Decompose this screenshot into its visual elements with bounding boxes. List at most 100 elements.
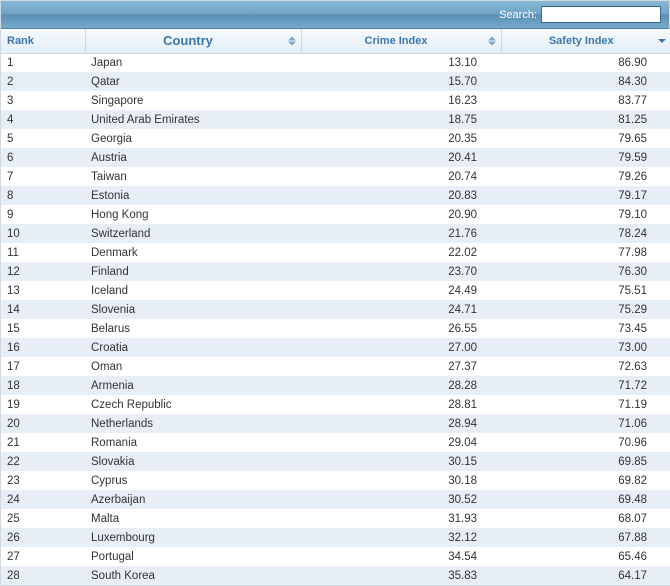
search-input[interactable] <box>541 6 661 23</box>
cell-rank: 3 <box>1 91 85 110</box>
search-label: Search: <box>499 9 537 21</box>
cell-country: Georgia <box>85 129 301 148</box>
table-row: 2Qatar15.7084.30 <box>1 72 670 91</box>
table-row: 25Malta31.9368.07 <box>1 509 670 528</box>
cell-crime: 20.90 <box>301 205 501 224</box>
cell-country: Austria <box>85 148 301 167</box>
table-row: 3Singapore16.2383.77 <box>1 91 670 110</box>
cell-crime: 27.37 <box>301 357 501 376</box>
cell-safety: 68.07 <box>501 509 670 528</box>
header-row: Rank Country Crime Index Safety Index <box>1 29 670 53</box>
cell-crime: 24.71 <box>301 300 501 319</box>
table-row: 28South Korea35.8364.17 <box>1 566 670 585</box>
cell-crime: 28.94 <box>301 414 501 433</box>
cell-safety: 78.24 <box>501 224 670 243</box>
cell-safety: 71.19 <box>501 395 670 414</box>
cell-country: Portugal <box>85 547 301 566</box>
cell-country: Cyprus <box>85 471 301 490</box>
table-row: 6Austria20.4179.59 <box>1 148 670 167</box>
cell-rank: 24 <box>1 490 85 509</box>
cell-country: Armenia <box>85 376 301 395</box>
table-body: 1Japan13.1086.902Qatar15.7084.303Singapo… <box>1 53 670 585</box>
cell-safety: 76.30 <box>501 262 670 281</box>
cell-crime: 22.02 <box>301 243 501 262</box>
cell-country: Romania <box>85 433 301 452</box>
cell-country: South Korea <box>85 566 301 585</box>
cell-crime: 32.12 <box>301 528 501 547</box>
cell-country: Slovenia <box>85 300 301 319</box>
cell-country: Hong Kong <box>85 205 301 224</box>
cell-rank: 15 <box>1 319 85 338</box>
col-header-crime[interactable]: Crime Index <box>301 29 501 53</box>
col-label: Country <box>163 33 213 48</box>
cell-crime: 26.55 <box>301 319 501 338</box>
cell-rank: 2 <box>1 72 85 91</box>
cell-safety: 81.25 <box>501 110 670 129</box>
cell-country: Iceland <box>85 281 301 300</box>
cell-country: Japan <box>85 53 301 72</box>
table-row: 24Azerbaijan30.5269.48 <box>1 490 670 509</box>
sort-both-icon <box>488 36 496 45</box>
table-row: 16Croatia27.0073.00 <box>1 338 670 357</box>
table-row: 11Denmark22.0277.98 <box>1 243 670 262</box>
cell-rank: 16 <box>1 338 85 357</box>
cell-crime: 34.54 <box>301 547 501 566</box>
cell-rank: 17 <box>1 357 85 376</box>
table-row: 4United Arab Emirates18.7581.25 <box>1 110 670 129</box>
cell-country: Finland <box>85 262 301 281</box>
table-row: 21Romania29.0470.96 <box>1 433 670 452</box>
cell-crime: 20.41 <box>301 148 501 167</box>
table-row: 9Hong Kong20.9079.10 <box>1 205 670 224</box>
cell-country: Denmark <box>85 243 301 262</box>
cell-safety: 71.06 <box>501 414 670 433</box>
table-row: 20Netherlands28.9471.06 <box>1 414 670 433</box>
cell-rank: 4 <box>1 110 85 129</box>
cell-country: Croatia <box>85 338 301 357</box>
table-row: 23Cyprus30.1869.82 <box>1 471 670 490</box>
cell-rank: 22 <box>1 452 85 471</box>
col-header-safety[interactable]: Safety Index <box>501 29 670 53</box>
cell-safety: 72.63 <box>501 357 670 376</box>
cell-safety: 71.72 <box>501 376 670 395</box>
cell-crime: 31.93 <box>301 509 501 528</box>
cell-rank: 21 <box>1 433 85 452</box>
cell-safety: 75.29 <box>501 300 670 319</box>
data-table: Rank Country Crime Index Safety Index <box>1 29 670 585</box>
cell-country: Malta <box>85 509 301 528</box>
cell-crime: 15.70 <box>301 72 501 91</box>
cell-safety: 79.65 <box>501 129 670 148</box>
cell-safety: 70.96 <box>501 433 670 452</box>
cell-crime: 30.52 <box>301 490 501 509</box>
cell-crime: 18.75 <box>301 110 501 129</box>
col-header-country[interactable]: Country <box>85 29 301 53</box>
table-row: 5Georgia20.3579.65 <box>1 129 670 148</box>
cell-crime: 20.83 <box>301 186 501 205</box>
cell-country: Belarus <box>85 319 301 338</box>
cell-safety: 69.85 <box>501 452 670 471</box>
cell-country: Slovakia <box>85 452 301 471</box>
cell-safety: 84.30 <box>501 72 670 91</box>
cell-country: Netherlands <box>85 414 301 433</box>
cell-rank: 6 <box>1 148 85 167</box>
table-row: 12Finland23.7076.30 <box>1 262 670 281</box>
cell-rank: 11 <box>1 243 85 262</box>
cell-rank: 19 <box>1 395 85 414</box>
cell-country: Czech Republic <box>85 395 301 414</box>
cell-rank: 5 <box>1 129 85 148</box>
col-header-rank[interactable]: Rank <box>1 29 85 53</box>
cell-rank: 8 <box>1 186 85 205</box>
cell-rank: 25 <box>1 509 85 528</box>
cell-rank: 13 <box>1 281 85 300</box>
cell-rank: 9 <box>1 205 85 224</box>
table-row: 13Iceland24.4975.51 <box>1 281 670 300</box>
table-row: 18Armenia28.2871.72 <box>1 376 670 395</box>
cell-crime: 27.00 <box>301 338 501 357</box>
cell-country: Oman <box>85 357 301 376</box>
cell-crime: 20.35 <box>301 129 501 148</box>
cell-country: Qatar <box>85 72 301 91</box>
cell-safety: 77.98 <box>501 243 670 262</box>
cell-safety: 73.45 <box>501 319 670 338</box>
table-row: 8Estonia20.8379.17 <box>1 186 670 205</box>
table-row: 19Czech Republic28.8171.19 <box>1 395 670 414</box>
cell-crime: 28.28 <box>301 376 501 395</box>
